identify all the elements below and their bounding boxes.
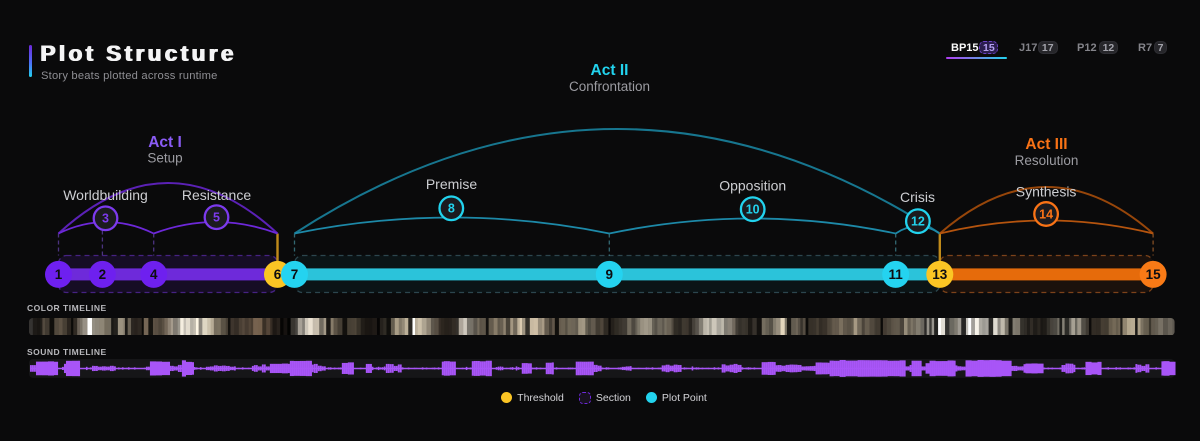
- svg-text:3: 3: [102, 212, 109, 226]
- svg-text:6: 6: [274, 267, 282, 282]
- svg-text:Premise: Premise: [426, 176, 478, 192]
- svg-text:8: 8: [448, 202, 455, 216]
- svg-text:Crisis: Crisis: [900, 189, 935, 205]
- svg-text:15: 15: [1146, 267, 1162, 282]
- svg-text:Synthesis: Synthesis: [1016, 184, 1077, 200]
- svg-text:Resolution: Resolution: [1015, 153, 1079, 168]
- svg-text:Setup: Setup: [147, 151, 182, 166]
- svg-text:2: 2: [99, 267, 107, 282]
- svg-text:11: 11: [889, 267, 904, 282]
- svg-text:12: 12: [911, 215, 925, 229]
- svg-text:7: 7: [291, 267, 299, 282]
- svg-text:14: 14: [1039, 207, 1053, 221]
- svg-text:9: 9: [606, 267, 614, 282]
- svg-text:Act II: Act II: [591, 62, 629, 79]
- svg-text:5: 5: [213, 211, 220, 225]
- svg-text:Opposition: Opposition: [719, 178, 786, 194]
- svg-text:13: 13: [932, 267, 948, 282]
- svg-text:Confrontation: Confrontation: [569, 79, 650, 94]
- svg-text:10: 10: [746, 203, 760, 217]
- svg-text:Act III: Act III: [1025, 136, 1067, 153]
- svg-text:Worldbuilding: Worldbuilding: [63, 187, 148, 203]
- svg-text:Resistance: Resistance: [182, 187, 251, 203]
- svg-text:4: 4: [150, 267, 158, 282]
- svg-text:1: 1: [55, 267, 63, 282]
- svg-text:Act I: Act I: [148, 134, 182, 151]
